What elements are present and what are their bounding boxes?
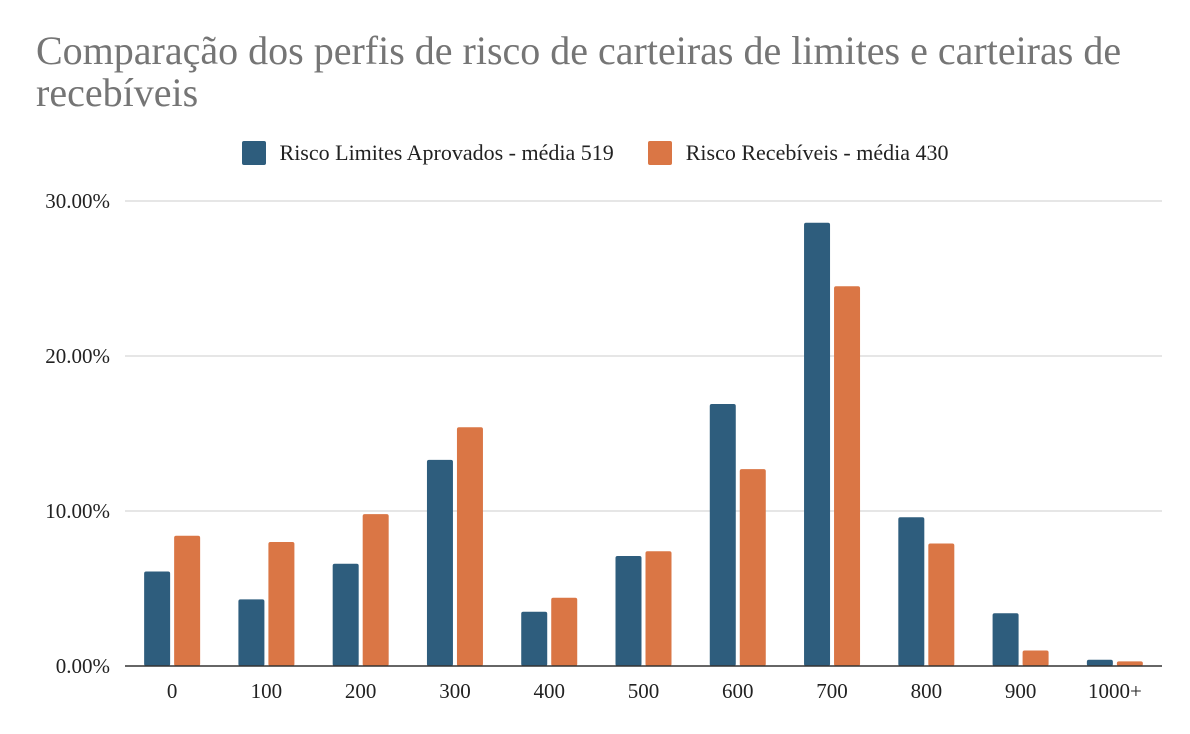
legend-item-limites: Risco Limites Aprovados - média 519 xyxy=(241,140,614,166)
bar-limites xyxy=(898,517,925,666)
bar-recebiveis xyxy=(551,597,578,666)
x-tick-label: 500 xyxy=(628,679,660,703)
legend: Risco Limites Aprovados - média 519 Risc… xyxy=(0,138,1190,168)
bar-recebiveis xyxy=(174,535,201,666)
bar-limites xyxy=(804,222,831,666)
bar-recebiveis xyxy=(1116,661,1143,666)
y-tick-label: 30.00% xyxy=(45,189,110,213)
bar-limites xyxy=(1086,659,1113,666)
x-tick-label: 700 xyxy=(816,679,848,703)
bar-limites xyxy=(615,555,642,666)
x-tick-label: 300 xyxy=(439,679,471,703)
x-tick-label: 100 xyxy=(251,679,283,703)
x-tick-label: 600 xyxy=(722,679,754,703)
legend-swatch-recebiveis xyxy=(647,141,672,165)
bar-limites xyxy=(426,459,453,666)
x-tick-label: 400 xyxy=(533,679,565,703)
x-tick-label: 1000+ xyxy=(1088,679,1142,703)
x-tick-label: 900 xyxy=(1005,679,1037,703)
bar-recebiveis xyxy=(362,514,389,666)
y-tick-label: 20.00% xyxy=(45,344,110,368)
bar-recebiveis xyxy=(645,551,672,666)
legend-label-limites: Risco Limites Aprovados - média 519 xyxy=(279,140,614,165)
bar-limites xyxy=(144,571,171,666)
chart-title: Comparação dos perfis de risco de cartei… xyxy=(36,28,1122,115)
legend-label-recebiveis: Risco Recebíveis - média 430 xyxy=(685,140,949,165)
y-tick-label: 10.00% xyxy=(45,499,110,523)
legend-swatch-limites xyxy=(241,141,266,165)
bar-recebiveis xyxy=(834,286,861,666)
bar-recebiveis xyxy=(928,543,955,666)
x-tick-label: 200 xyxy=(345,679,377,703)
x-tick-label: 0 xyxy=(167,679,178,703)
bar-limites xyxy=(992,613,1019,666)
y-tick-label: 0.00% xyxy=(56,654,110,678)
legend-item-recebiveis: Risco Recebíveis - média 430 xyxy=(647,140,949,166)
bar-limites xyxy=(332,563,359,666)
bar-limites xyxy=(521,611,548,666)
bar-recebiveis xyxy=(456,427,483,666)
bar-limites xyxy=(709,404,736,666)
bar-recebiveis xyxy=(268,542,295,666)
x-tick-label: 800 xyxy=(911,679,943,703)
bar-limites xyxy=(238,599,265,666)
bar-recebiveis xyxy=(739,469,766,666)
bar-recebiveis xyxy=(1022,650,1049,666)
